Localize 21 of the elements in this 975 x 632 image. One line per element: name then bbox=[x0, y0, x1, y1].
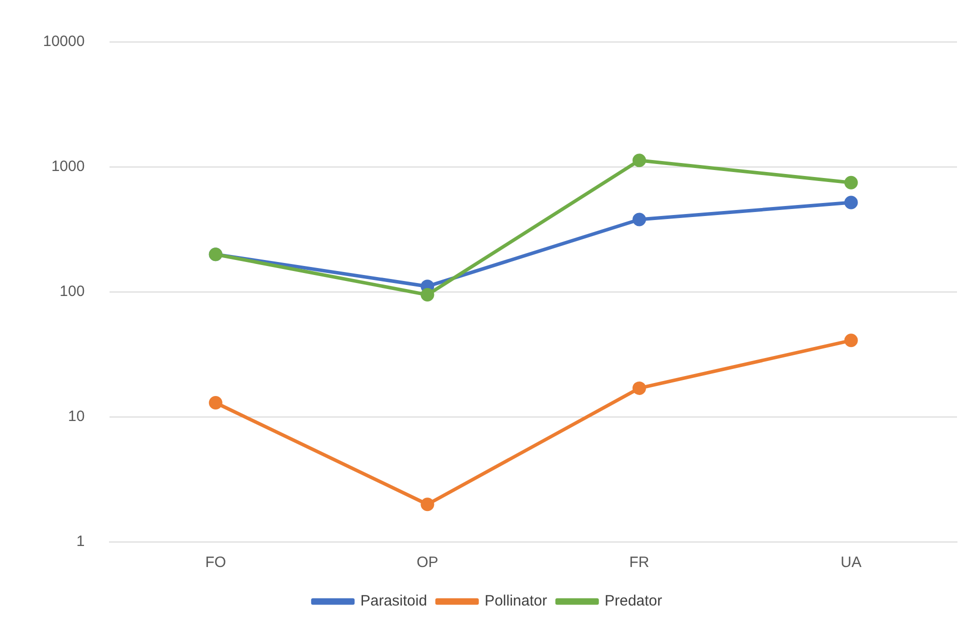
point bbox=[420, 288, 434, 302]
y-tick-label: 1000 bbox=[51, 158, 85, 176]
point bbox=[844, 334, 858, 348]
x-tick-label: UA bbox=[840, 554, 862, 572]
x-tick-label: OP bbox=[416, 554, 438, 572]
legend-label: Pollinator bbox=[484, 592, 548, 610]
point bbox=[844, 196, 858, 210]
point bbox=[420, 498, 434, 512]
y-tick-label: 10000 bbox=[42, 33, 85, 50]
y-tick-label: 100 bbox=[60, 283, 85, 300]
y-tick-label: 1 bbox=[76, 533, 85, 550]
point bbox=[844, 176, 858, 190]
y-tick-label: 10 bbox=[68, 408, 85, 426]
legend-label: Parasitoid bbox=[360, 592, 428, 610]
x-tick-label: FR bbox=[629, 554, 650, 572]
point bbox=[632, 154, 646, 168]
point bbox=[632, 212, 646, 226]
legend-label: Predator bbox=[604, 592, 662, 610]
x-tick-label: FO bbox=[205, 554, 226, 572]
point bbox=[208, 396, 222, 410]
point bbox=[632, 381, 646, 395]
